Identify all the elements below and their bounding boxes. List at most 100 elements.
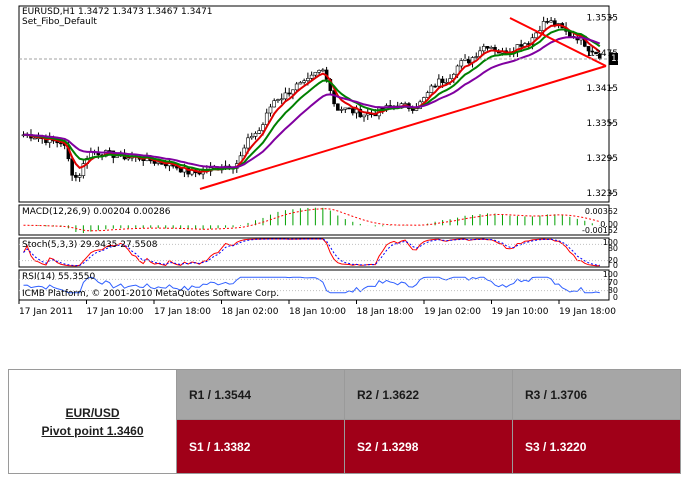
time-tick-label: 19 Jan 18:00 xyxy=(559,307,616,317)
pivot-summary-cell: EUR/USD Pivot point 1.3460 xyxy=(8,369,177,474)
stoch-tick-label: 0 xyxy=(613,261,618,270)
chart-canvas: 1.3535 1.3475 1.3415 1.3355 1.3295 1.3235 0.0… xyxy=(18,5,619,317)
time-tick-label: 18 Jan 10:00 xyxy=(289,307,346,317)
candle-body xyxy=(545,21,550,23)
price-tick-label: 1.3415 xyxy=(587,84,619,94)
macd-tick-label: 0.00 xyxy=(600,220,618,229)
candle-body xyxy=(541,21,546,31)
candle-body xyxy=(321,69,325,72)
candle-body xyxy=(519,44,523,47)
candle-body xyxy=(534,32,538,39)
price-tick-label: 1.3235 xyxy=(587,189,619,199)
candle-body xyxy=(261,124,265,131)
time-tick-label: 19 Jan 10:00 xyxy=(492,307,549,317)
current-price-label: 1.3471 xyxy=(611,54,643,64)
support-s3: S3 / 1.3220 xyxy=(512,419,681,474)
stoch-tick-label: 100 xyxy=(603,238,618,247)
candle-body xyxy=(163,164,168,167)
candle-body xyxy=(291,89,295,95)
stoch-label: Stoch(5,3,3) 29.9435 27.5508 xyxy=(22,240,158,250)
candle-body xyxy=(362,114,366,118)
trading-chart[interactable]: 1.3535 1.3475 1.3415 1.3355 1.3295 1.3235 0.0… xyxy=(0,0,643,325)
current-price-box xyxy=(609,53,618,65)
candle-body xyxy=(249,136,254,139)
candle-body xyxy=(70,158,74,176)
candle-body xyxy=(343,107,348,110)
candle-body xyxy=(466,58,471,64)
pivot-points-table: EUR/USD Pivot point 1.3460 R1 / 1.3544 R… xyxy=(8,369,681,474)
price-tick-label: 1.3535 xyxy=(587,14,619,24)
time-tick-label: 18 Jan 02:00 xyxy=(222,307,279,317)
resistance-trendline[interactable] xyxy=(509,17,607,67)
candle-body xyxy=(339,109,344,111)
candle-body xyxy=(272,100,277,108)
candle-body xyxy=(276,99,280,101)
candle-body xyxy=(440,78,445,83)
candle-body xyxy=(429,85,434,93)
ma-mid-line xyxy=(23,28,601,172)
symbol-header: EURUSD,H1 1.3472 1.3473 1.3467 1.3471 xyxy=(22,7,213,17)
price-tick-label: 1.3295 xyxy=(587,154,619,164)
candle-body xyxy=(283,92,288,100)
candle-body xyxy=(156,161,161,164)
candle-body xyxy=(268,106,273,114)
rsi-label: RSI(14) 55.3550 xyxy=(22,272,96,282)
candle-body xyxy=(126,157,131,160)
candle-body xyxy=(197,172,202,175)
resistance-r1: R1 / 1.3544 xyxy=(176,369,345,420)
candle-body xyxy=(489,47,494,49)
candle-body xyxy=(425,92,430,98)
candle-body xyxy=(178,167,183,173)
candle-body xyxy=(294,83,299,91)
macd-signal-line xyxy=(23,208,600,232)
candle-body xyxy=(350,108,355,114)
stoch-tick-label: 20 xyxy=(608,256,618,265)
rsi-tick-label: 70 xyxy=(608,278,618,287)
candle-body xyxy=(358,108,363,118)
candle-body xyxy=(32,137,37,140)
support-s2: S2 / 1.3298 xyxy=(344,419,513,474)
price-tick-label: 1.3355 xyxy=(587,119,619,129)
rsi-line xyxy=(23,276,600,294)
resistance-r2: R2 / 1.3622 xyxy=(344,369,513,420)
candle-body xyxy=(597,53,602,59)
support-trendline[interactable] xyxy=(199,65,607,190)
template-name: Set_Fibo_Default xyxy=(22,17,97,27)
stoch-pane xyxy=(18,237,610,268)
candle-body xyxy=(287,92,291,95)
candle-body xyxy=(302,80,306,83)
candle-body xyxy=(459,60,464,67)
candle-body xyxy=(81,163,86,176)
macd-pane xyxy=(18,204,610,236)
rsi-tick-label: 0 xyxy=(613,293,618,302)
support-s1: S1 / 1.3382 xyxy=(176,419,345,474)
candle-body xyxy=(298,82,303,85)
candle-body xyxy=(309,74,314,79)
candle-body xyxy=(74,174,78,178)
time-tick-label: 18 Jan 18:00 xyxy=(357,307,414,317)
macd-label: MACD(12,26,9) 0.00204 0.00286 xyxy=(22,207,171,217)
candle-body xyxy=(433,85,437,88)
time-tick-label: 17 Jan 10:00 xyxy=(87,307,144,317)
candle-body xyxy=(317,70,321,73)
pivot-point-value: Pivot point 1.3460 xyxy=(41,423,144,438)
candle-body xyxy=(246,137,250,149)
rsi-tick-label: 30 xyxy=(608,286,618,295)
candle-body xyxy=(257,130,262,134)
stoch-signal-line xyxy=(23,238,600,267)
macd-tick-label: 0.00362 xyxy=(585,207,618,216)
candle-body xyxy=(77,175,82,178)
candle-body xyxy=(422,97,426,103)
rsi-tick-label: 100 xyxy=(603,270,618,279)
candle-body xyxy=(586,46,591,52)
candle-body xyxy=(481,46,486,52)
ma-slow-line xyxy=(23,36,601,169)
copyright-label: ICMB Platform, © 2001-2010 MetaQuotes So… xyxy=(22,289,280,299)
candle-body xyxy=(474,56,479,58)
candle-body xyxy=(306,78,310,82)
candle-body xyxy=(313,71,318,76)
time-tick-label: 17 Jan 18:00 xyxy=(154,307,211,317)
time-tick-label: 17 Jan 2011 xyxy=(19,307,73,317)
candle-body xyxy=(485,46,490,49)
resistance-r3: R3 / 1.3706 xyxy=(512,369,681,420)
